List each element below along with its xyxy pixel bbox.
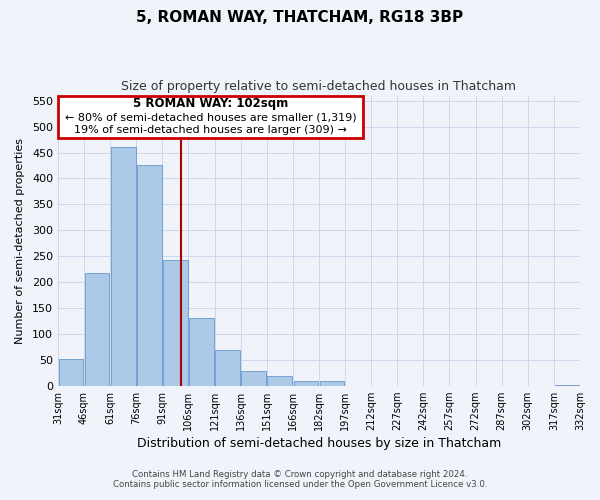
Text: 5 ROMAN WAY: 102sqm: 5 ROMAN WAY: 102sqm — [133, 98, 288, 110]
Bar — [554, 384, 580, 386]
Bar — [241, 370, 266, 386]
Bar — [111, 148, 136, 386]
FancyBboxPatch shape — [58, 96, 364, 138]
Text: Contains HM Land Registry data © Crown copyright and database right 2024.
Contai: Contains HM Land Registry data © Crown c… — [113, 470, 487, 489]
Bar — [320, 380, 344, 386]
X-axis label: Distribution of semi-detached houses by size in Thatcham: Distribution of semi-detached houses by … — [137, 437, 501, 450]
Bar — [85, 272, 109, 386]
Bar — [293, 380, 318, 386]
Bar — [163, 260, 188, 386]
Text: ← 80% of semi-detached houses are smaller (1,319): ← 80% of semi-detached houses are smalle… — [65, 112, 356, 122]
Y-axis label: Number of semi-detached properties: Number of semi-detached properties — [15, 138, 25, 344]
Text: 19% of semi-detached houses are larger (309) →: 19% of semi-detached houses are larger (… — [74, 125, 347, 135]
Bar — [215, 350, 240, 386]
Bar — [268, 376, 292, 386]
Title: Size of property relative to semi-detached houses in Thatcham: Size of property relative to semi-detach… — [121, 80, 517, 93]
Text: 5, ROMAN WAY, THATCHAM, RG18 3BP: 5, ROMAN WAY, THATCHAM, RG18 3BP — [136, 10, 464, 25]
Bar — [189, 318, 214, 386]
Bar — [59, 359, 83, 386]
Bar — [137, 166, 161, 386]
